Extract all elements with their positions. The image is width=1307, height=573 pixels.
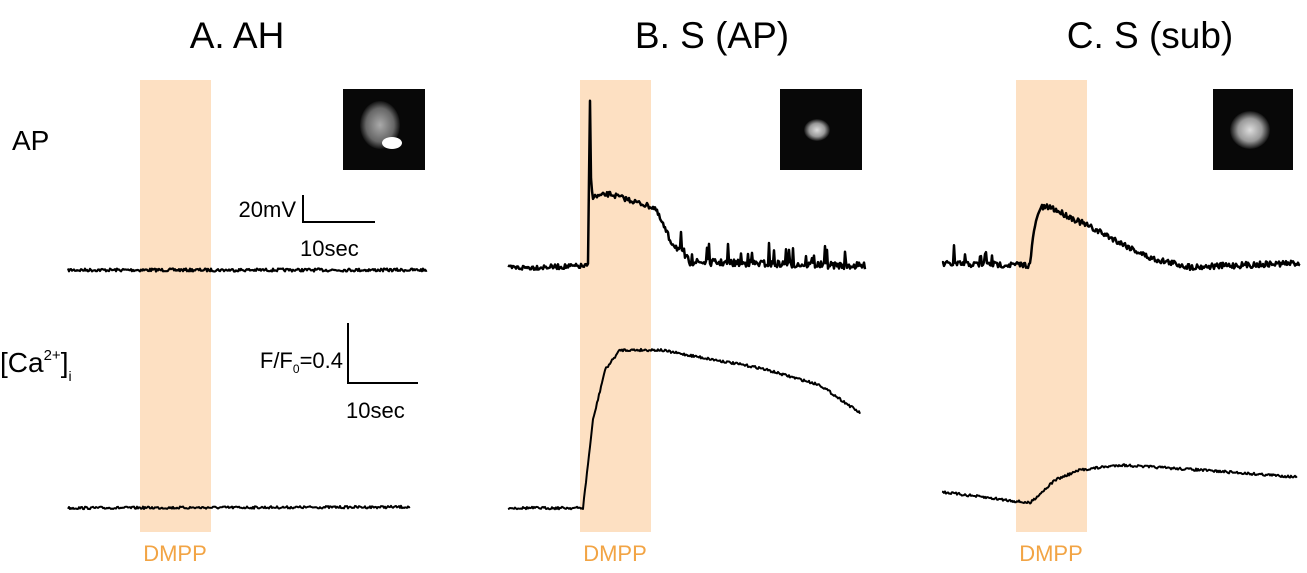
trace (68, 506, 410, 509)
cell (1230, 111, 1270, 149)
cell (804, 119, 830, 141)
stimulus-label: DMPP (143, 541, 207, 566)
row-label: AP (12, 125, 49, 156)
scale-bar-lines (348, 323, 418, 383)
panel-title: C. S (sub) (1067, 15, 1234, 56)
panel-title: A. AH (190, 15, 285, 56)
scale-label: F/F0=0.4 (260, 348, 343, 376)
stimulus-bands (140, 80, 1087, 532)
cell-images (343, 89, 1293, 170)
text: [Ca (0, 347, 44, 378)
traces (68, 101, 1300, 509)
stimulus-label: DMPP (1019, 541, 1083, 566)
subscript: i (68, 368, 71, 384)
row-label: [Ca2+]i (0, 347, 72, 384)
panel-title: B. S (AP) (635, 15, 789, 56)
stimulus-band (140, 80, 211, 532)
text: F/F (260, 348, 293, 373)
text: ] (61, 347, 69, 378)
cell (382, 137, 402, 149)
trace (942, 464, 1297, 503)
scale-label: 10sec (346, 398, 405, 423)
superscript: 2+ (44, 347, 61, 364)
trace (68, 269, 427, 272)
trace (508, 349, 860, 509)
scale-label: 20mV (239, 197, 297, 222)
scale-bar: 20mV 10sec (239, 195, 375, 261)
stimulus-label: DMPP (583, 541, 647, 566)
scale-bar: F/F0=0.4 10sec (260, 323, 418, 423)
text: =0.4 (300, 348, 343, 373)
trace (942, 204, 1300, 270)
scale-label: 10sec (300, 236, 359, 261)
scale-bar-lines (303, 195, 375, 222)
stimulus-band (1016, 80, 1087, 532)
